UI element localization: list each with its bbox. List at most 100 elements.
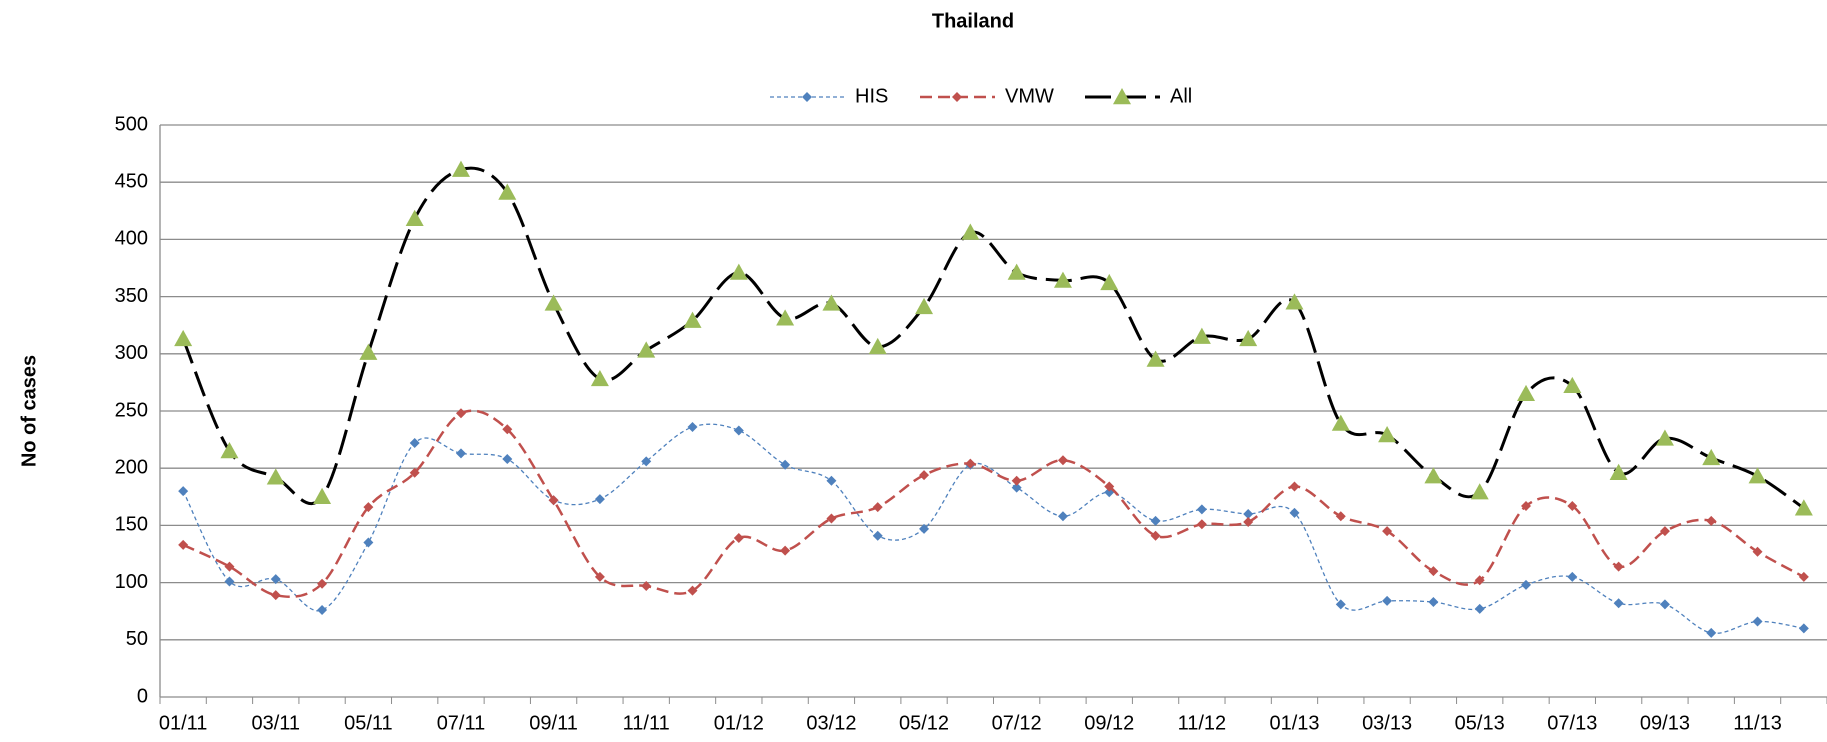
marker xyxy=(409,467,420,478)
marker xyxy=(826,513,837,524)
marker xyxy=(868,337,887,355)
marker xyxy=(1613,598,1624,609)
marker xyxy=(317,605,328,616)
y-tick-label: 0 xyxy=(137,685,148,707)
marker xyxy=(872,502,883,513)
marker xyxy=(915,297,934,315)
marker xyxy=(1609,463,1628,480)
y-tick-label: 500 xyxy=(115,113,148,135)
marker xyxy=(1428,597,1439,608)
y-axis-label: No of cases xyxy=(18,355,40,467)
marker xyxy=(1239,329,1258,347)
legend-label: VMW xyxy=(1005,85,1054,107)
marker xyxy=(729,263,748,280)
marker xyxy=(641,581,652,592)
marker xyxy=(224,561,235,572)
x-tick-label: 01/12 xyxy=(714,712,764,734)
marker xyxy=(637,341,656,358)
marker xyxy=(1196,519,1207,530)
marker xyxy=(1113,88,1131,105)
marker xyxy=(919,470,930,481)
marker xyxy=(826,475,837,486)
y-tick-label: 250 xyxy=(115,399,148,421)
y-tick-label: 350 xyxy=(115,285,148,307)
x-tick-label: 03/11 xyxy=(251,712,300,734)
series-line xyxy=(182,423,1804,634)
marker xyxy=(1053,271,1072,288)
marker xyxy=(1382,595,1393,606)
x-tick-label: 05/11 xyxy=(344,712,393,734)
marker xyxy=(266,468,285,485)
x-tick-label: 07/11 xyxy=(437,712,486,734)
marker xyxy=(548,495,559,506)
marker xyxy=(590,369,609,387)
marker xyxy=(802,92,812,102)
marker xyxy=(683,311,702,328)
marker xyxy=(1613,561,1624,572)
series-line xyxy=(181,166,1805,510)
marker xyxy=(1382,526,1393,537)
marker xyxy=(872,530,883,541)
y-tick-label: 100 xyxy=(115,571,148,593)
marker xyxy=(1196,504,1207,515)
marker xyxy=(1521,579,1532,590)
marker xyxy=(1424,467,1443,484)
marker xyxy=(952,92,962,102)
x-tick-label: 09/13 xyxy=(1640,712,1690,734)
marker xyxy=(451,160,470,177)
marker xyxy=(1428,566,1439,577)
marker xyxy=(1706,627,1717,638)
marker xyxy=(220,442,239,459)
marker xyxy=(1331,414,1350,431)
marker xyxy=(363,537,374,548)
marker xyxy=(1011,475,1022,486)
marker xyxy=(363,502,374,513)
marker xyxy=(1702,448,1721,466)
marker xyxy=(1285,293,1304,310)
marker xyxy=(498,183,517,200)
marker xyxy=(270,590,281,601)
marker xyxy=(270,574,281,585)
marker xyxy=(405,209,424,227)
marker xyxy=(455,448,466,459)
marker xyxy=(174,329,193,347)
y-tick-label: 150 xyxy=(115,514,148,536)
marker xyxy=(919,523,930,534)
marker xyxy=(1748,467,1767,484)
marker xyxy=(224,576,235,587)
legend-label: All xyxy=(1170,85,1192,107)
marker xyxy=(313,487,332,504)
marker xyxy=(1289,507,1300,518)
marker xyxy=(502,454,513,465)
marker xyxy=(178,539,189,550)
marker xyxy=(1752,616,1763,627)
marker xyxy=(641,456,652,467)
series-line xyxy=(182,409,1805,598)
marker xyxy=(1659,526,1670,537)
marker xyxy=(1474,603,1485,614)
marker xyxy=(733,425,744,436)
x-tick-label: 05/12 xyxy=(899,712,949,734)
legend-label: HIS xyxy=(855,85,888,107)
y-tick-label: 200 xyxy=(115,456,148,478)
marker xyxy=(1150,530,1161,541)
y-tick-label: 400 xyxy=(115,228,148,250)
marker xyxy=(544,294,563,311)
marker xyxy=(594,494,605,505)
marker xyxy=(1192,327,1211,344)
marker xyxy=(1752,546,1763,557)
marker xyxy=(178,486,189,497)
x-tick-label: 07/12 xyxy=(992,712,1042,734)
x-tick-label: 11/12 xyxy=(1178,712,1227,734)
marker xyxy=(1474,575,1485,586)
marker xyxy=(1335,599,1346,610)
x-tick-label: 01/13 xyxy=(1269,712,1319,734)
x-tick-label: 03/13 xyxy=(1362,712,1412,734)
marker xyxy=(1706,515,1717,526)
marker xyxy=(1289,481,1300,492)
marker xyxy=(822,294,841,311)
marker xyxy=(1057,511,1068,522)
marker xyxy=(1335,511,1346,522)
marker xyxy=(687,585,698,596)
marker xyxy=(594,571,605,582)
